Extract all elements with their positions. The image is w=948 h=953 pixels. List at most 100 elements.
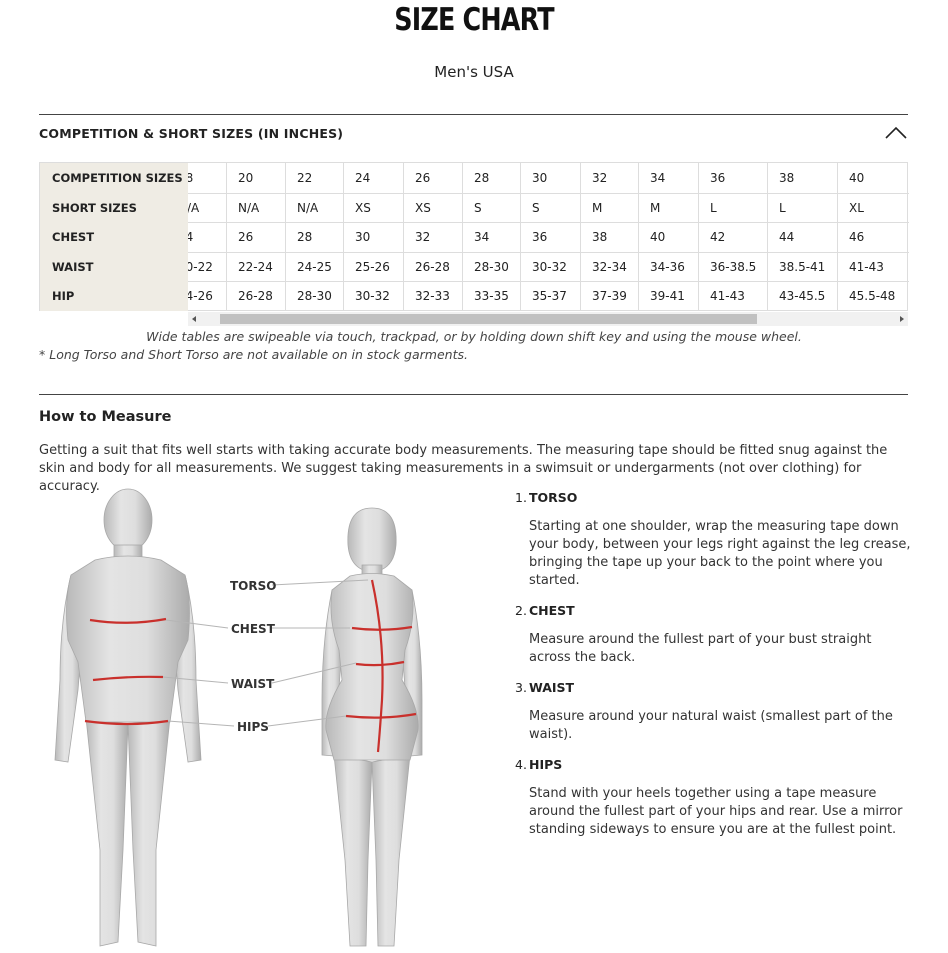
step-text: Stand with your heels together using a t…	[529, 786, 903, 837]
step-title: CHEST	[529, 603, 575, 618]
table-cell: L	[779, 200, 786, 215]
table-cell: 34	[650, 171, 666, 185]
table-cell: XL	[849, 200, 864, 215]
row-divider	[40, 192, 909, 194]
column-divider	[638, 163, 639, 311]
table-cell: 20-22	[188, 259, 213, 274]
table-cell: 36	[532, 230, 548, 245]
step-text: Measure around the fullest part of your …	[529, 632, 872, 665]
table-cell: N/A	[188, 200, 200, 215]
table-cell: 28-30	[474, 259, 509, 274]
table-cell: XS	[415, 200, 431, 215]
table-cell: 37-39	[592, 289, 627, 304]
step-text: Measure around your natural waist (small…	[529, 709, 893, 742]
table-cell: 43-45.5	[779, 289, 826, 304]
table-cell: 26-28	[415, 259, 450, 274]
table-cell: 32	[592, 171, 608, 185]
scroll-left[interactable]	[190, 315, 198, 323]
table-cell: 36	[710, 171, 726, 185]
diagram-label: HIPS	[237, 720, 269, 734]
row-label: COMPETITION SIZES	[52, 171, 183, 185]
column-divider	[343, 163, 344, 311]
row-divider	[40, 251, 909, 253]
column-divider	[698, 163, 699, 311]
row-label: CHEST	[52, 230, 95, 245]
table-cell: L	[710, 200, 717, 215]
row-label: SHORT SIZES	[52, 200, 137, 215]
table-cell: 30-32	[532, 259, 567, 274]
table-cell: 24-26	[188, 289, 213, 304]
table-cell: 25-26	[355, 259, 390, 274]
step-title: WAIST	[529, 680, 575, 695]
size-table: COMPETITION SIZES SHORT SIZES CHEST WAIST HI…	[39, 162, 909, 311]
table-cell: S	[532, 200, 540, 215]
intro-text: Getting a suit that fits well starts wit…	[39, 443, 888, 494]
table-cell: 33-35	[474, 289, 509, 304]
divider	[39, 394, 908, 395]
table-cell: S	[474, 200, 482, 215]
step-text: Starting at one shoulder, wrap the measu…	[529, 519, 911, 588]
table-cell: 24	[188, 230, 194, 245]
scroll-right[interactable]	[898, 315, 906, 323]
table-cell: 36-38.5	[710, 259, 757, 274]
table-cell: 30-32	[355, 289, 390, 304]
table-cell: 40	[849, 171, 865, 185]
table-cell: 18	[188, 171, 194, 185]
table-cell: 39-41	[650, 289, 685, 304]
collapse-icon[interactable]	[884, 124, 908, 140]
table-cell: 35-37	[532, 289, 567, 304]
table-cell: M	[592, 200, 603, 215]
table-cell: 40	[650, 230, 666, 245]
row-divider	[40, 222, 909, 224]
table-cell: 24	[355, 171, 371, 185]
table-cell: 28	[474, 171, 490, 185]
table-cell: 26	[238, 230, 254, 245]
footnote: * Long Torso and Short Torso are not ava…	[39, 347, 468, 362]
step-title: HIPS	[529, 757, 563, 772]
scrollbar[interactable]	[188, 312, 908, 326]
diagram-label: CHEST	[231, 622, 276, 636]
table-cell: 30	[355, 230, 371, 245]
table-cell: 41-43	[849, 259, 884, 274]
step-number: 3.	[515, 680, 527, 695]
swipe-note: Wide tables are swipeable via touch, tra…	[146, 329, 802, 344]
column-divider	[403, 163, 404, 311]
male-figure	[54, 488, 202, 947]
table-cell: N/A	[238, 200, 260, 215]
table-cell: 46	[849, 230, 865, 245]
table-body[interactable]: 18 20 22 24 26 28 30 32 34 36 38 40 N/A N/A N/A XS XS S S M…	[188, 163, 908, 311]
table-cell: 41-43	[710, 289, 745, 304]
table-cell: 32-34	[592, 259, 627, 274]
section-heading: How to Measure	[39, 409, 172, 425]
page-title: SIZE CHART	[394, 2, 554, 38]
row-labels: COMPETITION SIZES SHORT SIZES CHEST WAIST HI…	[40, 163, 188, 311]
table-cell: 38.5-41	[779, 259, 826, 274]
diagram-label: TORSO	[230, 579, 276, 593]
column-divider	[226, 163, 227, 311]
step-number: 2.	[515, 603, 527, 618]
table-cell: 45.5-48	[849, 289, 896, 304]
table-cell: 26	[415, 171, 431, 185]
table-cell: 28	[297, 230, 313, 245]
female-figure	[321, 507, 423, 947]
table-cell: M	[650, 200, 661, 215]
divider	[39, 114, 908, 115]
table-cell: 26-28	[238, 289, 273, 304]
table-cell: 34-36	[650, 259, 685, 274]
table-cell: 38	[592, 230, 608, 245]
row-label: WAIST	[52, 259, 94, 274]
diagram-label: WAIST	[231, 677, 275, 691]
scroll-thumb[interactable]	[220, 314, 757, 324]
subtitle: Men's USA	[434, 63, 514, 81]
table-cell: 32-33	[415, 289, 450, 304]
row-label: HIP	[52, 289, 75, 304]
table-cell: 34	[474, 230, 490, 245]
column-divider	[520, 163, 521, 311]
table-cell: 22	[297, 171, 313, 185]
row-divider	[40, 281, 909, 283]
section-title[interactable]: COMPETITION & SHORT SIZES (IN INCHES)	[39, 126, 344, 141]
table-cell: N/A	[297, 200, 319, 215]
table-cell: XS	[355, 200, 371, 215]
table-cell: 38	[779, 171, 795, 185]
